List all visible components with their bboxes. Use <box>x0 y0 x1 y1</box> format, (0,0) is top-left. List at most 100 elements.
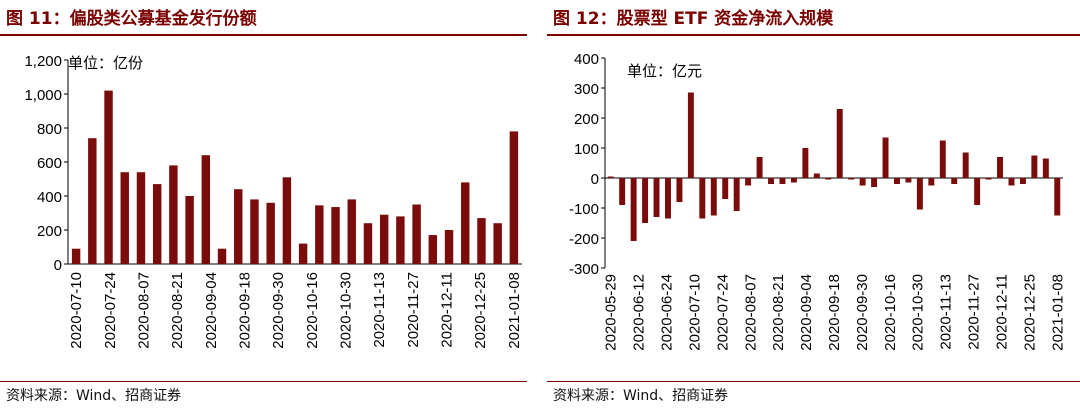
bar <box>813 173 820 178</box>
bar <box>152 184 162 264</box>
x-tick-label: 2020-10-16 <box>882 274 899 351</box>
bar <box>88 138 97 264</box>
bar <box>217 248 227 264</box>
bar <box>250 199 259 264</box>
x-tick-label: 2020-12-25 <box>1021 274 1038 351</box>
bar <box>916 178 923 210</box>
title-rule <box>0 34 527 36</box>
x-tick-label: 2020-09-18 <box>236 272 253 349</box>
bar <box>428 235 438 264</box>
x-tick-label: 2020-11-27 <box>405 272 422 348</box>
y-tick-label: 400 <box>574 51 599 68</box>
bar <box>733 178 740 211</box>
bar <box>477 218 486 264</box>
x-tick-label: 2020-11-13 <box>371 272 388 348</box>
x-tick-label: 2020-09-30 <box>854 274 871 351</box>
bar <box>710 178 717 216</box>
x-tick-label: 2020-08-21 <box>169 272 186 349</box>
bar <box>363 223 373 264</box>
bar <box>848 178 855 180</box>
y-tick-label: 600 <box>37 155 62 172</box>
bar <box>136 172 146 264</box>
x-tick-label: 2020-09-18 <box>826 274 843 351</box>
bar <box>347 199 356 264</box>
source-note: 资料来源：Wind、招商证券 <box>6 388 182 404</box>
x-tick-label: 2020-10-30 <box>910 274 927 351</box>
y-tick-label: 0 <box>54 257 62 274</box>
bar <box>939 140 946 178</box>
bar <box>266 202 275 264</box>
bar <box>893 178 900 184</box>
x-tick-label: 2020-09-04 <box>203 272 220 349</box>
source-rule <box>547 381 1080 382</box>
bar <box>756 157 763 178</box>
y-tick-label: 1,000 <box>24 87 62 104</box>
right-figure-panel: 图 12：股票型 ETF 资金净流入规模 -300 -200 -100 0 100 200… <box>547 0 1080 409</box>
x-tick-label: 2020-06-24 <box>659 274 676 351</box>
bar <box>444 230 454 264</box>
bar <box>962 152 969 178</box>
y-tick-label: 0 <box>591 171 599 188</box>
bar <box>779 178 786 184</box>
bar <box>607 176 614 178</box>
bar <box>928 178 935 186</box>
y-tick-label: 800 <box>37 121 62 138</box>
y-tick-label: 200 <box>37 223 62 240</box>
unit-label: 单位：亿份 <box>68 55 143 72</box>
bar <box>169 165 178 264</box>
x-tick-label: 2021-01-08 <box>506 272 523 349</box>
bar <box>282 177 292 264</box>
figure-title: 图 11：偏股类公募基金发行份额 <box>6 9 257 29</box>
x-tick-label: 2020-06-12 <box>631 274 648 351</box>
bar <box>201 155 211 264</box>
x-tick-label: 2020-11-27 <box>966 274 983 350</box>
x-tick-label: 2020-12-11 <box>993 274 1010 350</box>
bar <box>859 178 866 186</box>
bar <box>493 223 502 264</box>
bar <box>1054 178 1061 216</box>
bar <box>412 204 421 264</box>
x-tick-label: 2020-10-16 <box>304 272 321 349</box>
bar <box>722 178 729 199</box>
bar <box>1008 178 1015 186</box>
source-rule <box>0 381 527 382</box>
y-tick-label: -300 <box>569 261 599 278</box>
bar <box>871 178 878 187</box>
x-tick-label: 2020-10-30 <box>338 272 355 349</box>
bar <box>185 196 194 264</box>
bar <box>1019 178 1026 184</box>
bar <box>396 216 405 264</box>
bar <box>104 90 113 264</box>
bar <box>298 243 308 264</box>
bar <box>71 248 81 264</box>
x-tick-label: 2020-07-10 <box>686 274 703 351</box>
x-tick-label: 2020-05-29 <box>603 274 620 351</box>
bar <box>331 207 340 264</box>
y-tick-label: 200 <box>574 111 599 128</box>
bar <box>974 178 981 205</box>
x-tick-label: 2020-07-24 <box>102 272 119 349</box>
bar <box>687 92 694 178</box>
bar <box>1031 155 1038 178</box>
bar <box>790 178 797 183</box>
bar <box>836 109 843 178</box>
bar <box>676 178 683 202</box>
bar <box>630 178 637 241</box>
bar <box>653 178 660 217</box>
bar <box>882 137 889 178</box>
y-tick-label: -200 <box>569 231 599 248</box>
x-tick-label: 2020-09-04 <box>798 274 815 351</box>
bar <box>315 205 324 264</box>
bar <box>997 157 1004 178</box>
fund-issuance-bar-chart: 0 200 400 600 800 1,000 1,200 2020-07-10 2020-07… <box>24 53 523 349</box>
y-tick-label: 400 <box>37 189 62 206</box>
bar <box>951 178 958 184</box>
figure-title: 图 12：股票型 ETF 资金净流入规模 <box>553 9 834 29</box>
bar <box>664 178 671 219</box>
x-tick-label: 2020-12-11 <box>439 272 456 348</box>
x-tick-label: 2020-07-10 <box>68 272 85 349</box>
etf-net-inflow-bar-chart: -300 -200 -100 0 100 200 300 400 2020-05-29 2020-… <box>569 51 1066 351</box>
bar <box>699 178 706 219</box>
bar <box>985 178 992 180</box>
y-tick-label: 300 <box>574 81 599 98</box>
